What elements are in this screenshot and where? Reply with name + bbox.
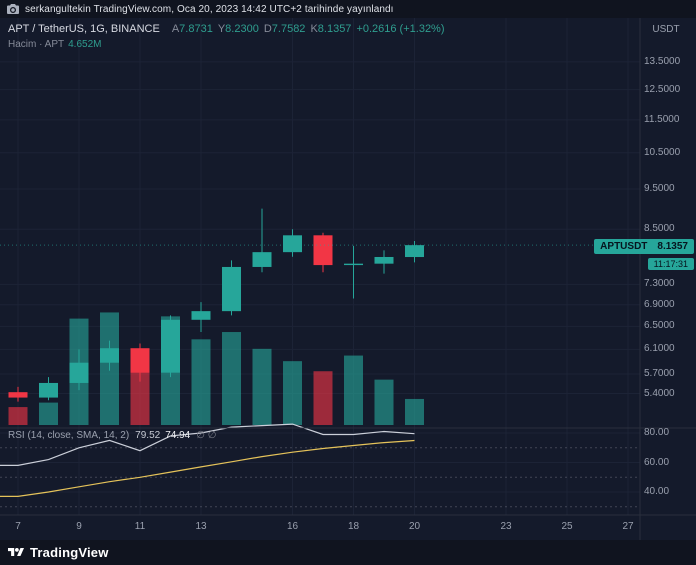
ohlc-value: 8.1357 <box>317 23 352 35</box>
gridlines <box>0 18 640 515</box>
rsi-value: 79.52 <box>135 430 161 441</box>
rsi-legend: RSI (14, close, SMA, 14, 2) 79.52 74.94 ∅ ∅ <box>8 430 216 441</box>
rsi-axis-label: 40.00 <box>644 486 670 497</box>
candle-body <box>161 319 180 373</box>
footer-bar: TradingView <box>0 540 696 565</box>
price-axis-label: 13.5000 <box>644 55 681 67</box>
rsi-extra-values: ∅ ∅ <box>196 430 217 441</box>
candle-body <box>69 362 89 383</box>
badge-symbol: APTUSDT <box>600 241 648 253</box>
attribution-bar: serkangultekin TradingView.com, Oca 20, … <box>0 0 696 18</box>
ohlc-value: 8.2300 <box>225 23 259 35</box>
price-axis-label: 6.1000 <box>644 343 675 355</box>
price-axis-currency: USDT <box>652 24 680 35</box>
volume-bar <box>252 348 272 425</box>
tradingview-logo[interactable]: TradingView <box>8 545 109 560</box>
volume-bar <box>283 361 302 425</box>
candle-body <box>313 235 333 266</box>
candle-body <box>344 263 363 266</box>
time-axis-label: 16 <box>286 521 299 532</box>
symbol-legend: APT / TetherUS, 1G, BINANCE A7.8731 Y8.230… <box>8 23 445 35</box>
time-axis-label: 7 <box>15 521 21 532</box>
price-axis-label: 11.5000 <box>644 113 680 125</box>
volume-legend: Hacim · APT 4.652M <box>8 39 101 50</box>
volume-bar <box>191 339 211 425</box>
volume-bar <box>222 332 241 425</box>
rsi-title[interactable]: RSI (14, close, SMA, 14, 2) <box>8 430 130 441</box>
time-axis-label: 13 <box>195 521 207 532</box>
candle-body <box>374 256 394 264</box>
price-axis-label: 8.5000 <box>644 223 675 235</box>
ohlc-values: A7.8731 Y8.2300 D7.7582 K8.1357 <box>167 23 352 35</box>
price-axis-label: 9.5000 <box>644 183 675 195</box>
rsi-ma-value: 74.94 <box>165 430 191 441</box>
last-price-badge: APTUSDT 8.1357 11:17:31 <box>594 236 694 272</box>
chart-canvas[interactable] <box>0 18 696 540</box>
volume-bar <box>374 379 394 425</box>
price-axis-label: 5.4000 <box>644 387 675 399</box>
symbol-title[interactable]: APT / TetherUS, 1G, BINANCE <box>8 23 160 35</box>
time-axis-label: 18 <box>347 521 360 532</box>
price-axis-label: 12.5000 <box>644 83 681 95</box>
volume-value: 4.652M <box>68 39 102 50</box>
time-axis-label: 9 <box>76 521 82 532</box>
candle-body <box>252 252 272 267</box>
tradingview-logo-text: TradingView <box>30 545 109 560</box>
rsi-ma-line <box>0 439 415 497</box>
volume-bar <box>405 398 424 425</box>
rsi-axis-label: 80.00 <box>644 427 670 438</box>
chart-area[interactable]: APT / TetherUS, 1G, BINANCE A7.8731 Y8.230… <box>0 18 696 540</box>
candle-body <box>100 348 119 363</box>
volume-bar <box>130 356 150 425</box>
candle-body <box>222 266 241 312</box>
rsi-line <box>0 423 415 466</box>
attribution-text[interactable]: serkangultekin TradingView.com, Oca 20, … <box>25 3 394 15</box>
ohlc-value: 7.7582 <box>271 23 306 35</box>
price-axis-label: 6.5000 <box>644 320 675 332</box>
ohlc-label: D <box>263 23 272 35</box>
bar-countdown: 11:17:31 <box>647 258 694 271</box>
badge-price: 8.1357 <box>657 241 688 253</box>
time-axis-label: 20 <box>408 521 421 532</box>
price-axis-label: 5.7000 <box>644 367 675 379</box>
ohlc-label: Y <box>217 23 226 35</box>
change-value: +0.2616 (+1.32%) <box>356 23 445 35</box>
price-axis-label: 6.9000 <box>644 298 675 310</box>
volume-bar <box>344 355 363 425</box>
volume-label[interactable]: Hacim · APT <box>8 39 65 50</box>
candle-body <box>405 245 424 258</box>
camera-icon <box>7 4 19 14</box>
time-axis-label: 23 <box>500 521 512 532</box>
candle-body <box>191 311 211 320</box>
volume-bar <box>313 371 333 425</box>
candle-body <box>39 382 58 398</box>
price-axis-label: 10.5000 <box>644 146 681 158</box>
rsi-axis-label: 60.00 <box>644 456 670 468</box>
candles <box>8 208 424 402</box>
candle-body <box>8 392 28 398</box>
ohlc-label: K <box>310 23 318 35</box>
volume-bar <box>8 407 28 425</box>
tradingview-logo-icon <box>8 546 24 559</box>
candle-body <box>130 348 150 373</box>
candle-body <box>283 235 302 253</box>
volume-bar <box>39 402 58 425</box>
time-axis-label: 27 <box>622 521 634 532</box>
time-axis-label: 25 <box>561 521 573 532</box>
price-axis-label: 7.3000 <box>644 278 675 290</box>
time-axis-label: 11 <box>134 521 146 532</box>
ohlc-value: 7.8731 <box>179 23 213 35</box>
ohlc-label: A <box>171 23 180 35</box>
